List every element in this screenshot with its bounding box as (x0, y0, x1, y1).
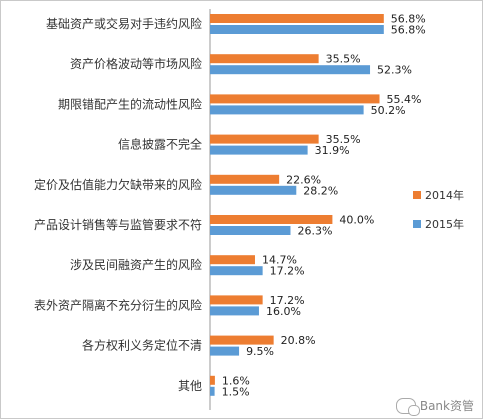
bar-series2 (210, 65, 371, 75)
bar-series1 (210, 54, 319, 64)
data-label: 20.8% (281, 334, 316, 347)
data-label: 56.8% (391, 13, 426, 26)
data-label: 35.5% (326, 53, 361, 66)
data-label: 17.2% (270, 294, 305, 307)
bar-series2 (210, 386, 215, 396)
data-label: 56.8% (391, 24, 426, 37)
bar-series2 (210, 105, 364, 115)
bar-series2 (210, 185, 297, 195)
data-label: 17.2% (270, 265, 305, 278)
bar-series1 (210, 335, 274, 345)
data-label: 14.7% (262, 254, 297, 267)
data-label: 28.2% (303, 184, 338, 197)
bar-series1 (210, 255, 255, 265)
category-label: 各方权利义务定位不清 (82, 338, 202, 353)
bar-series1 (210, 375, 215, 385)
data-label: 22.6% (286, 173, 321, 186)
category-label: 定价及估值能力欠缺带来的风险 (34, 177, 202, 192)
data-label: 35.5% (326, 133, 361, 146)
data-label: 1.5% (222, 385, 250, 398)
wechat-icon (395, 397, 420, 416)
bar-series2 (210, 266, 263, 276)
data-label: 16.0% (266, 305, 301, 318)
bar-series1 (210, 14, 384, 23)
category-label: 其他 (178, 379, 202, 393)
bar-series1 (210, 295, 263, 305)
data-label: 9.5% (246, 345, 274, 358)
data-label: 50.2% (371, 104, 406, 117)
category-label: 产品设计销售等与监管要求不符 (34, 217, 202, 232)
legend-label: 2015年 (425, 217, 464, 231)
bar-series2 (210, 25, 384, 34)
watermark: Bank资管 (395, 397, 474, 416)
data-label: 40.0% (339, 214, 374, 227)
watermark-text: Bank资管 (419, 399, 474, 413)
bar-series1 (210, 174, 280, 184)
category-label: 信息披露不完全 (118, 137, 202, 152)
bar-series2 (210, 346, 240, 356)
category-label: 基础资产或交易对手违约风险 (46, 16, 202, 31)
data-label: 52.3% (377, 64, 412, 77)
legend-swatch (413, 220, 421, 228)
data-label: 1.6% (222, 374, 250, 387)
data-label: 55.4% (387, 93, 422, 106)
legend-label: 2014年 (425, 188, 464, 202)
category-label: 期限错配产生的流动性风险 (58, 96, 202, 111)
bar-series2 (210, 145, 308, 155)
bar-series1 (210, 134, 319, 144)
bar-series2 (210, 306, 259, 316)
data-label: 26.3% (297, 225, 332, 238)
bar-series2 (210, 226, 291, 235)
category-label: 涉及民间融资产生的风险 (70, 257, 202, 272)
category-label: 资产价格波动等市场风险 (70, 56, 202, 71)
category-label: 表外资产隔离不充分衍生的风险 (34, 297, 202, 312)
legend-swatch (413, 191, 421, 199)
bar-series1 (210, 215, 333, 224)
bar-series1 (210, 94, 380, 104)
data-label: 31.9% (315, 144, 350, 157)
